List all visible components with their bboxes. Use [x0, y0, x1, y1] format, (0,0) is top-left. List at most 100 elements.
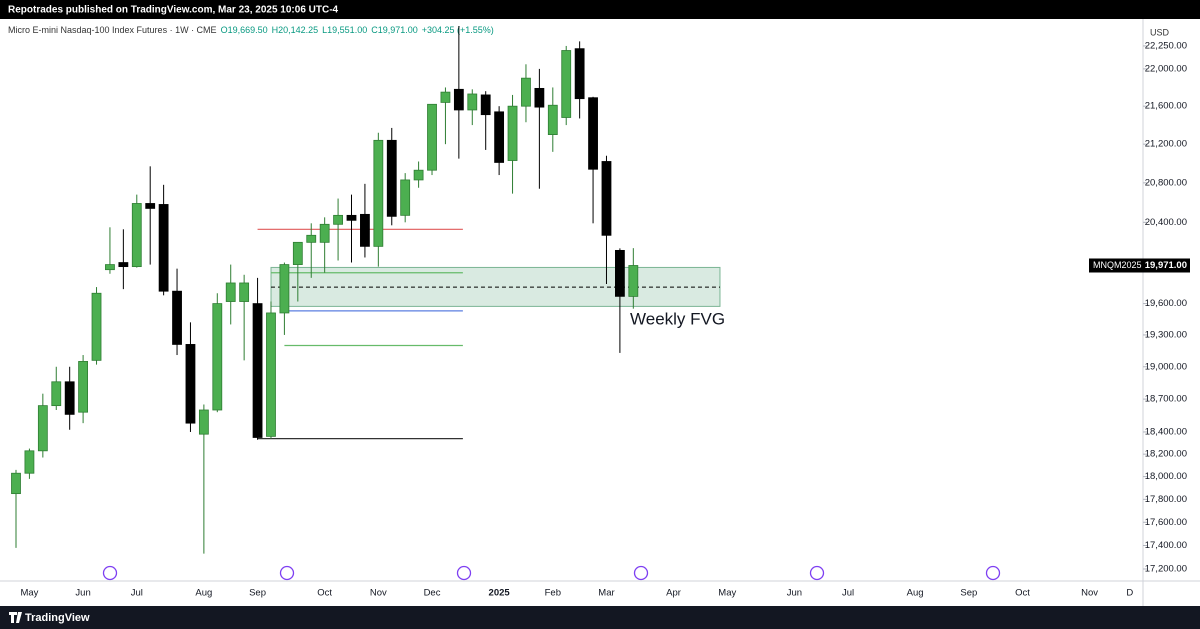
candle-body: [521, 77, 531, 107]
y-tick-label: 19,600.00: [1145, 298, 1187, 309]
candle-body: [319, 223, 330, 243]
candle-body: [480, 94, 491, 116]
y-tick-label: 21,600.00: [1145, 101, 1187, 112]
y-tick-label: 18,700.00: [1145, 394, 1187, 405]
candle-body: [78, 361, 88, 413]
candle-body: [212, 303, 223, 411]
y-tick-label: 19,000.00: [1145, 361, 1187, 372]
candle-body: [453, 88, 464, 111]
candle-body: [440, 91, 451, 103]
candle-body: [601, 161, 612, 236]
candle-body: [64, 381, 75, 415]
y-tick-label: 18,000.00: [1145, 471, 1187, 482]
candle-body: [91, 292, 102, 361]
event-icons: [102, 565, 1001, 581]
candle-body: [561, 50, 572, 118]
candle-body: [386, 139, 397, 217]
header-text: Repotrades published on TradingView.com,…: [8, 5, 339, 16]
candle-body: [37, 405, 48, 452]
legend: Micro E-mini Nasdaq-100 Index Futures · …: [8, 25, 494, 35]
candle-body: [333, 214, 343, 225]
y-tick-label: 17,200.00: [1145, 564, 1187, 575]
candle-body: [547, 104, 558, 135]
x-tick-label: May: [718, 588, 736, 599]
candle-body: [252, 303, 263, 438]
y-tick-label: 22,000.00: [1145, 63, 1187, 74]
event-icon[interactable]: [985, 565, 1001, 581]
y-tick-label: 19,300.00: [1145, 329, 1187, 340]
event-icon[interactable]: [456, 565, 472, 581]
candle-body: [158, 204, 169, 292]
legend-close: C19,971.00: [371, 25, 418, 35]
candle-body: [494, 111, 505, 163]
event-icon[interactable]: [102, 565, 118, 581]
x-tick-label: Mar: [598, 588, 614, 599]
y-tick-label: 20,400.00: [1145, 217, 1187, 228]
x-tick-label: 2025: [489, 588, 511, 599]
x-tick-label: Oct: [1015, 588, 1030, 599]
footer-bar: [0, 606, 1200, 629]
y-tick-label: 17,600.00: [1145, 517, 1187, 528]
y-tick-label: 22,250.00: [1145, 40, 1187, 51]
y-tick-label: 18,200.00: [1145, 449, 1187, 460]
candle-body: [534, 87, 545, 108]
event-icon[interactable]: [633, 565, 649, 581]
price-tag: [1089, 258, 1190, 273]
legend-open: O19,669.50: [221, 25, 268, 35]
y-tick-label: 21,200.00: [1145, 139, 1187, 150]
x-tick-label: Aug: [195, 588, 212, 599]
candle-body: [51, 381, 62, 407]
legend-title: Micro E-mini Nasdaq-100 Index Futures · …: [8, 25, 217, 35]
legend-low: L19,551.00: [322, 25, 367, 35]
candle-body: [279, 264, 290, 314]
candle-body: [185, 344, 196, 424]
y-tick-label: 20,800.00: [1145, 177, 1187, 188]
x-tick-label: D: [1126, 588, 1133, 599]
x-tick-label: Jun: [787, 588, 802, 599]
x-tick-label: Sep: [249, 588, 266, 599]
x-tick-label: Aug: [907, 588, 924, 599]
candle-body: [145, 203, 156, 209]
candle-body: [400, 179, 411, 216]
x-tick-label: May: [20, 588, 38, 599]
y-tick-label: 17,800.00: [1145, 494, 1187, 505]
candle-body: [24, 450, 35, 474]
candle-body: [172, 290, 182, 345]
x-tick-label: Jul: [842, 588, 854, 599]
x-tick-label: Sep: [960, 588, 977, 599]
fvg-label: Weekly FVG: [630, 309, 725, 328]
x-tick-label: Nov: [1081, 588, 1098, 599]
candle-body: [346, 214, 357, 221]
last-price-label: 19,971.00: [1145, 260, 1187, 271]
event-icon[interactable]: [809, 565, 825, 581]
candle-body: [413, 169, 424, 181]
candle-body: [131, 203, 142, 268]
x-tick-label: Oct: [317, 588, 332, 599]
candle-body: [507, 105, 518, 161]
candle-body: [588, 97, 598, 170]
candle-body: [198, 409, 209, 435]
footer-logo: [9, 612, 22, 623]
candle-body: [118, 262, 129, 268]
candle-body: [373, 139, 384, 247]
candle-body: [239, 282, 250, 302]
candle-body: [615, 249, 625, 297]
y-tick-label: 18,400.00: [1145, 426, 1187, 437]
candle-body: [628, 265, 639, 297]
x-tick-label: Nov: [370, 588, 387, 599]
event-icon[interactable]: [279, 565, 295, 581]
candle-body: [306, 234, 317, 243]
header-bar: [0, 0, 1200, 19]
candle-body: [225, 282, 236, 302]
x-tick-label: Dec: [424, 588, 441, 599]
candle-body: [574, 48, 585, 100]
y-tick-label: 17,400.00: [1145, 540, 1187, 551]
x-tick-label: Apr: [666, 588, 681, 599]
legend-change: +304.25 (+1.55%): [422, 25, 494, 35]
x-tick-label: Feb: [545, 588, 561, 599]
candle-body: [292, 241, 303, 265]
x-tick-label: Jun: [75, 588, 90, 599]
candle-body: [266, 312, 276, 437]
